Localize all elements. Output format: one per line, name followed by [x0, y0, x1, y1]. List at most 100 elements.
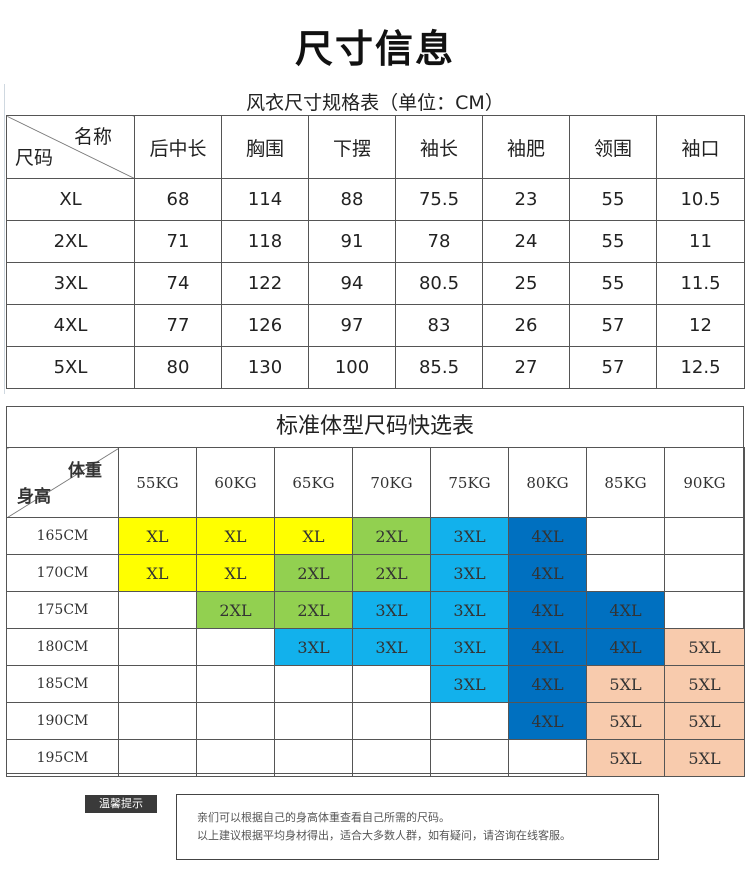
weight-header-cell: 75KG — [430, 447, 509, 518]
measurement-cell: 26 — [482, 304, 570, 347]
measurement-cell: 80 — [134, 346, 222, 389]
height-label-cell: 185CM — [6, 665, 119, 703]
weight-header-cell: 65KG — [274, 447, 353, 518]
size-recommendation-cell: 4XL — [508, 702, 587, 740]
size-table-corner: 名称 尺码 — [6, 115, 135, 179]
empty-cell — [118, 702, 197, 740]
measurement-cell: 55 — [569, 262, 657, 305]
size-recommendation-cell: 2XL — [352, 554, 431, 592]
weight-header-cell: 60KG — [196, 447, 275, 518]
size-recommendation-cell: 3XL — [352, 628, 431, 666]
weight-header-cell: 70KG — [352, 447, 431, 518]
quick-table-header-row: 体重 身高 55KG 60KG 65KG 70KG 75KG 80KG 85KG 90KG — [6, 447, 745, 518]
size-recommendation-cell: XL — [274, 517, 353, 555]
height-label-cell: 180CM — [6, 628, 119, 666]
empty-cell — [352, 665, 431, 703]
size-recommendation-cell: 3XL — [430, 628, 509, 666]
measurement-cell: 55 — [569, 220, 657, 263]
notice-line-2: 以上建议根据平均身材得出，适合大多数人群，如有疑问，请咨询在线客服。 — [197, 829, 571, 842]
empty-cell — [664, 591, 745, 629]
empty-cell — [196, 665, 275, 703]
size-table-column-header: 袖长 — [395, 115, 483, 179]
height-label-cell: 175CM — [6, 591, 119, 629]
measurement-cell: 12 — [656, 304, 745, 347]
size-recommendation-cell: 2XL — [274, 554, 353, 592]
size-recommendation-cell: 3XL — [430, 591, 509, 629]
table-row: 190CM 4XL 5XL 5XL — [6, 702, 745, 740]
measurement-cell: 114 — [221, 178, 309, 221]
weight-header-cell: 55KG — [118, 447, 197, 518]
empty-cell — [586, 554, 665, 592]
size-label-cell: XL — [6, 178, 135, 221]
size-recommendation-cell: 4XL — [508, 628, 587, 666]
empty-cell — [118, 628, 197, 666]
size-label-cell: 2XL — [6, 220, 135, 263]
size-recommendation-cell: 4XL — [508, 517, 587, 555]
size-label-cell: 3XL — [6, 262, 135, 305]
size-table-column-header: 领围 — [569, 115, 657, 179]
size-table-column-header: 后中长 — [134, 115, 222, 179]
empty-cell — [352, 739, 431, 777]
size-label-cell: 5XL — [6, 346, 135, 389]
size-recommendation-cell: 4XL — [586, 628, 665, 666]
size-label-cell: 4XL — [6, 304, 135, 347]
empty-cell — [118, 591, 197, 629]
empty-cell — [118, 665, 197, 703]
size-recommendation-cell: 3XL — [352, 591, 431, 629]
size-table-caption: 风衣尺寸规格表（单位：CM） — [246, 92, 504, 114]
corner-label-weight: 体重 — [68, 461, 102, 481]
empty-cell — [664, 517, 745, 555]
measurement-cell: 85.5 — [395, 346, 483, 389]
size-recommendation-cell: 4XL — [508, 665, 587, 703]
size-recommendation-cell: XL — [196, 517, 275, 555]
measurement-cell: 122 — [221, 262, 309, 305]
size-recommendation-cell: 5XL — [664, 739, 745, 777]
measurement-cell: 75.5 — [395, 178, 483, 221]
empty-cell — [352, 702, 431, 740]
size-table-header-row: 名称 尺码 后中长 胸围 下摆 袖长 袖肥 领围 袖口 — [6, 115, 745, 179]
size-recommendation-cell: 2XL — [352, 517, 431, 555]
size-recommendation-cell: 5XL — [664, 665, 745, 703]
size-recommendation-cell: XL — [196, 554, 275, 592]
table-row: XL 68 114 88 75.5 23 55 10.5 — [6, 178, 745, 221]
height-label-cell: 190CM — [6, 702, 119, 740]
table-row: 3XL 74 122 94 80.5 25 55 11.5 — [6, 262, 745, 305]
table-row: 170CM XL XL 2XL 2XL 3XL 4XL — [6, 554, 745, 592]
size-recommendation-cell: 3XL — [274, 628, 353, 666]
empty-cell — [196, 702, 275, 740]
empty-cell — [430, 702, 509, 740]
size-table-column-header: 下摆 — [308, 115, 396, 179]
table-row: 195CM 5XL 5XL — [6, 739, 745, 777]
size-recommendation-cell: 2XL — [274, 591, 353, 629]
measurement-cell: 80.5 — [395, 262, 483, 305]
page-title: 尺寸信息 — [294, 27, 455, 71]
corner-label-name: 名称 — [73, 126, 112, 148]
height-label-cell: 165CM — [6, 517, 119, 555]
size-table-column-header: 胸围 — [221, 115, 309, 179]
measurement-cell: 57 — [569, 346, 657, 389]
height-label-cell: 195CM — [6, 739, 119, 777]
measurement-cell: 118 — [221, 220, 309, 263]
empty-cell — [118, 739, 197, 777]
size-recommendation-cell: 4XL — [586, 591, 665, 629]
measurement-cell: 10.5 — [656, 178, 745, 221]
notice-line-1: 亲们可以根据自己的身高体重查看自己所需的尺码。 — [197, 811, 450, 824]
empty-cell — [664, 554, 745, 592]
size-recommendation-cell: 5XL — [586, 665, 665, 703]
measurement-cell: 23 — [482, 178, 570, 221]
table-row: 165CM XL XL XL 2XL 3XL 4XL — [6, 517, 745, 555]
size-recommendation-cell: 3XL — [430, 554, 509, 592]
measurement-cell: 78 — [395, 220, 483, 263]
weight-header-cell: 85KG — [586, 447, 665, 518]
notice-box: 亲们可以根据自己的身高体重查看自己所需的尺码。 以上建议根据平均身材得出，适合大… — [176, 794, 659, 860]
size-recommendation-cell: 4XL — [508, 554, 587, 592]
measurement-cell: 68 — [134, 178, 222, 221]
table-row: 2XL 71 118 91 78 24 55 11 — [6, 220, 745, 263]
empty-cell — [196, 739, 275, 777]
size-recommendation-cell: 4XL — [508, 591, 587, 629]
measurement-cell: 24 — [482, 220, 570, 263]
measurement-cell: 88 — [308, 178, 396, 221]
size-recommendation-cell: 5XL — [586, 702, 665, 740]
measurement-cell: 25 — [482, 262, 570, 305]
size-spec-table: 名称 尺码 后中长 胸围 下摆 袖长 袖肥 领围 袖口 XL 68 114 88 75.5 23 55 10.5… — [6, 115, 745, 389]
